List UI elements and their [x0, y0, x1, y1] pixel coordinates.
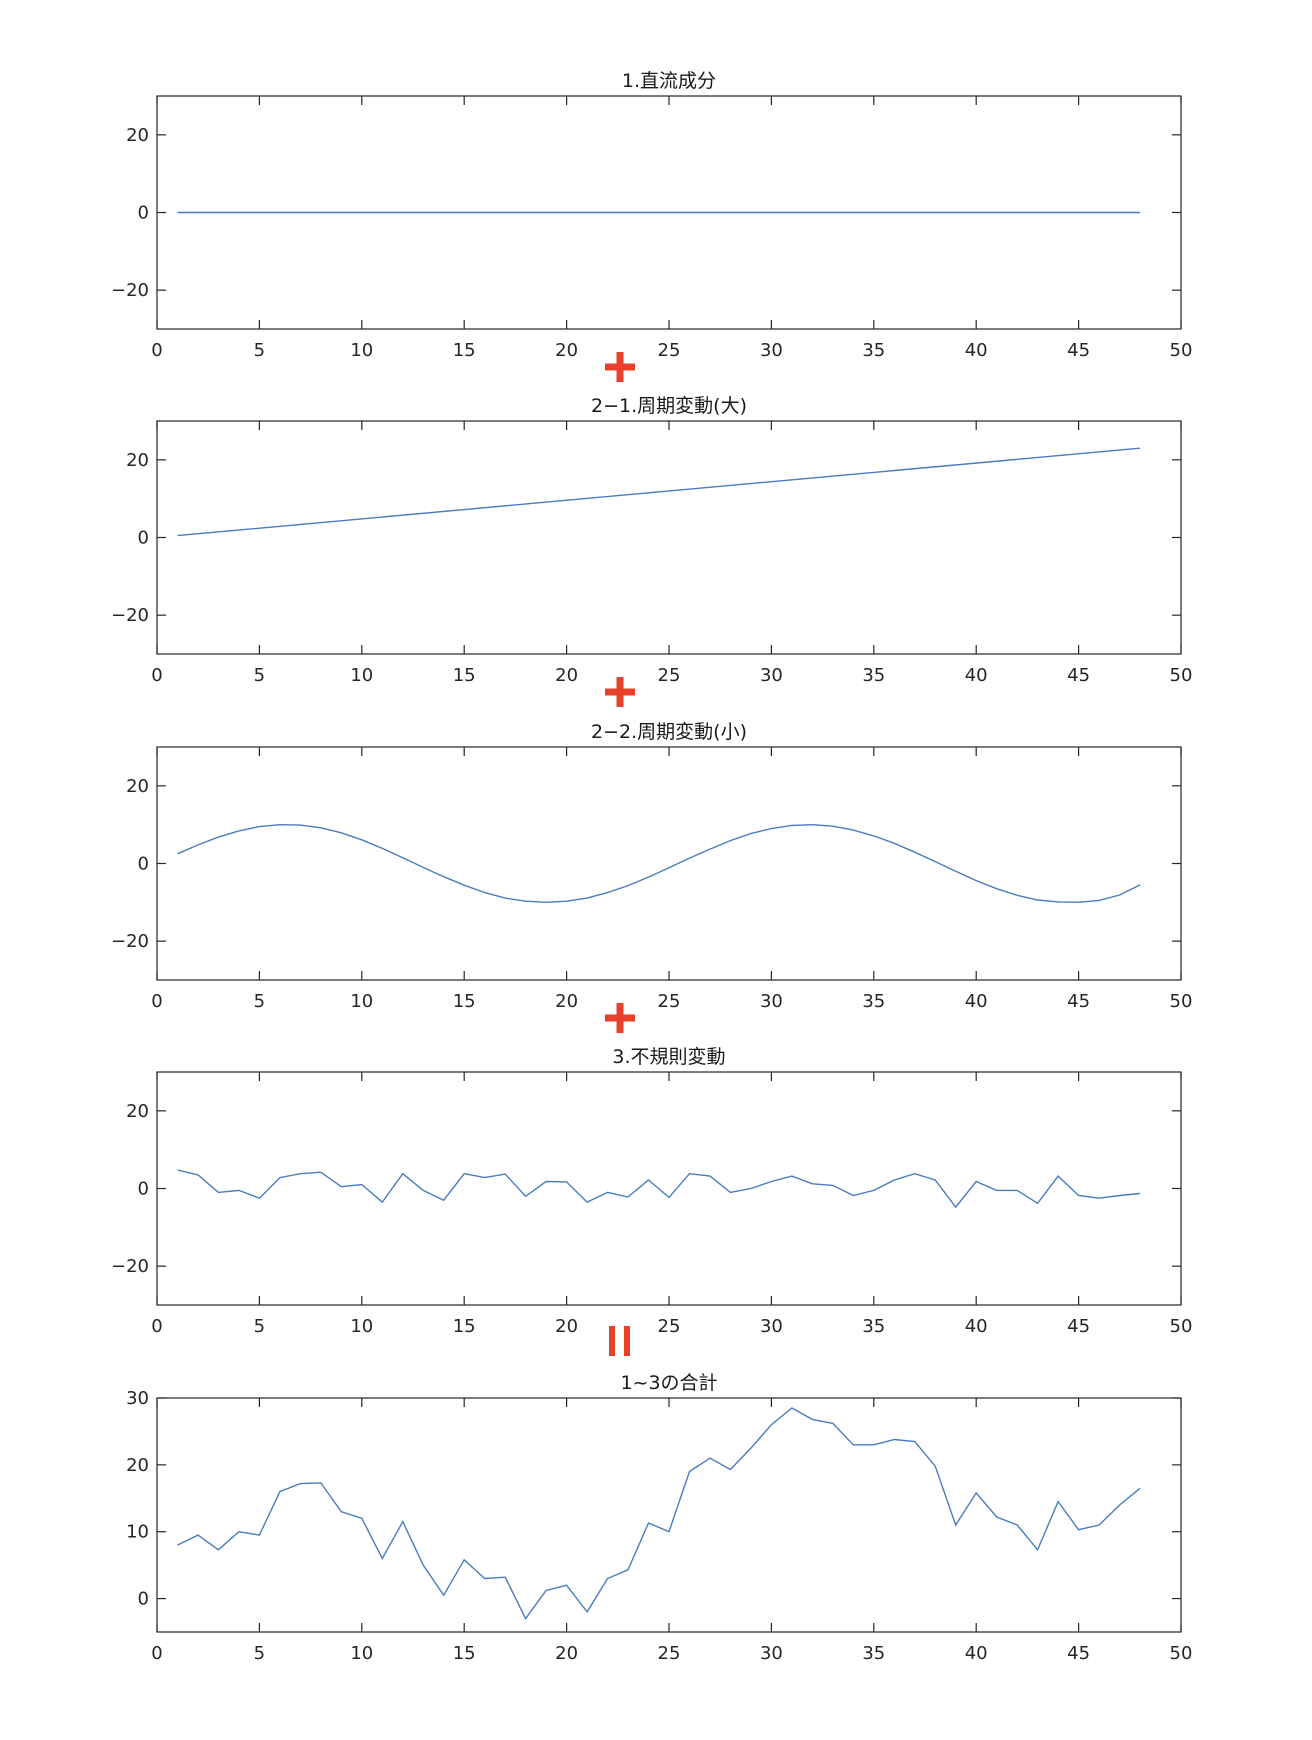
plus-icon	[605, 1003, 635, 1033]
series-line	[177, 1169, 1141, 1209]
subplot-1: 1.直流成分 0 5 10 15 20 25 30 35 40 45 50 −20 0 20	[111, 70, 1192, 361]
y-tick-label: 0	[138, 1179, 149, 1200]
plus-icon	[605, 352, 635, 382]
x-tick-label: 50	[1170, 340, 1193, 361]
axes-frame	[156, 1071, 1182, 1306]
x-tick-label: 20	[555, 340, 578, 361]
x-tick-label: 40	[965, 340, 988, 361]
x-tick-label: 40	[965, 991, 988, 1012]
x-tick-label: 30	[760, 665, 783, 686]
x-tick-label: 10	[350, 665, 373, 686]
y-tick-label: 0	[138, 528, 149, 549]
x-tick-label: 30	[760, 1316, 783, 1337]
y-tick-label: −20	[111, 605, 149, 626]
x-tick-label: 0	[151, 1316, 162, 1337]
subplot-4: 3.不規則変動 0 5 10 15 20 25 30 35 40 45 50 −20 0 20	[111, 1046, 1192, 1337]
y-tick-label: 0	[138, 203, 149, 224]
x-tick-label: 25	[658, 1316, 681, 1337]
x-tick-label: 25	[658, 1643, 681, 1664]
y-tick-label: −20	[111, 931, 149, 952]
x-tick-label: 15	[453, 1643, 476, 1664]
x-tick-label: 10	[350, 340, 373, 361]
x-tick-label: 30	[760, 1643, 783, 1664]
x-tick-label: 45	[1067, 1316, 1090, 1337]
y-tick-label: 0	[138, 1589, 149, 1610]
axes-frame	[156, 420, 1182, 655]
x-tick-label: 25	[658, 665, 681, 686]
axes-frame	[156, 746, 1182, 981]
y-tick-label: 20	[126, 776, 149, 797]
y-tick-label: 20	[126, 1455, 149, 1476]
x-tick-label: 15	[453, 340, 476, 361]
x-tick-label: 10	[350, 991, 373, 1012]
x-tick-label: 0	[151, 991, 162, 1012]
series-line	[177, 447, 1141, 537]
y-tick-label: 20	[126, 125, 149, 146]
x-tick-label: 10	[350, 1643, 373, 1664]
x-tick-label: 0	[151, 665, 162, 686]
x-tick-label: 35	[862, 1316, 885, 1337]
x-tick-label: 15	[453, 991, 476, 1012]
x-tick-label: 45	[1067, 340, 1090, 361]
x-tick-label: 25	[658, 340, 681, 361]
x-tick-label: 40	[965, 1316, 988, 1337]
x-tick-label: 30	[760, 991, 783, 1012]
series-line	[177, 823, 1141, 904]
axes-frame	[156, 1397, 1182, 1633]
x-tick-label: 5	[254, 1643, 265, 1664]
x-tick-label: 0	[151, 340, 162, 361]
x-tick-label: 35	[862, 665, 885, 686]
x-tick-label: 35	[862, 1643, 885, 1664]
x-tick-label: 20	[555, 665, 578, 686]
x-tick-label: 5	[254, 340, 265, 361]
x-tick-label: 20	[555, 1643, 578, 1664]
x-tick-label: 0	[151, 1643, 162, 1664]
x-tick-label: 50	[1170, 1643, 1193, 1664]
y-tick-label: 20	[126, 450, 149, 471]
x-tick-label: 45	[1067, 665, 1090, 686]
x-tick-label: 50	[1170, 665, 1193, 686]
y-tick-label: 10	[126, 1522, 149, 1543]
x-tick-label: 5	[254, 1316, 265, 1337]
x-tick-label: 5	[254, 665, 265, 686]
subplot-title: 2−2.周期変動(小)	[591, 721, 747, 743]
x-tick-label: 35	[862, 991, 885, 1012]
subplot-5: 1~3の合計 0 5 10 15 20 25 30 35 40 45 50 0 10 20 30	[126, 1372, 1192, 1664]
x-tick-label: 20	[555, 1316, 578, 1337]
x-tick-label: 35	[862, 340, 885, 361]
x-tick-label: 10	[350, 1316, 373, 1337]
y-tick-label: −20	[111, 280, 149, 301]
subplot-2: 2−1.周期変動(大) 0 5 10 15 20 25 30 35 40 45 50 −20 0 20	[111, 395, 1192, 686]
plus-icon	[605, 677, 635, 707]
x-tick-label: 40	[965, 1643, 988, 1664]
subplot-title: 1~3の合計	[620, 1372, 717, 1394]
y-tick-label: 30	[126, 1388, 149, 1409]
x-tick-label: 15	[453, 665, 476, 686]
equals-icon	[609, 1326, 630, 1356]
x-tick-label: 50	[1170, 991, 1193, 1012]
subplot-3: 2−2.周期変動(小) 0 5 10 15 20 25 30 35 40 45 50 −20 0 20	[111, 721, 1192, 1012]
x-tick-label: 40	[965, 665, 988, 686]
subplot-title: 3.不規則変動	[612, 1046, 725, 1068]
x-tick-label: 15	[453, 1316, 476, 1337]
y-tick-label: 20	[126, 1101, 149, 1122]
x-tick-label: 25	[658, 991, 681, 1012]
subplot-title: 2−1.周期変動(大)	[591, 395, 747, 417]
x-tick-label: 45	[1067, 991, 1090, 1012]
x-tick-label: 20	[555, 991, 578, 1012]
x-tick-label: 45	[1067, 1643, 1090, 1664]
y-tick-label: 0	[138, 854, 149, 875]
series-line	[177, 1407, 1141, 1620]
subplot-title: 1.直流成分	[622, 70, 716, 92]
y-tick-label: −20	[111, 1256, 149, 1277]
x-tick-label: 50	[1170, 1316, 1193, 1337]
x-tick-label: 30	[760, 340, 783, 361]
x-tick-label: 5	[254, 991, 265, 1012]
